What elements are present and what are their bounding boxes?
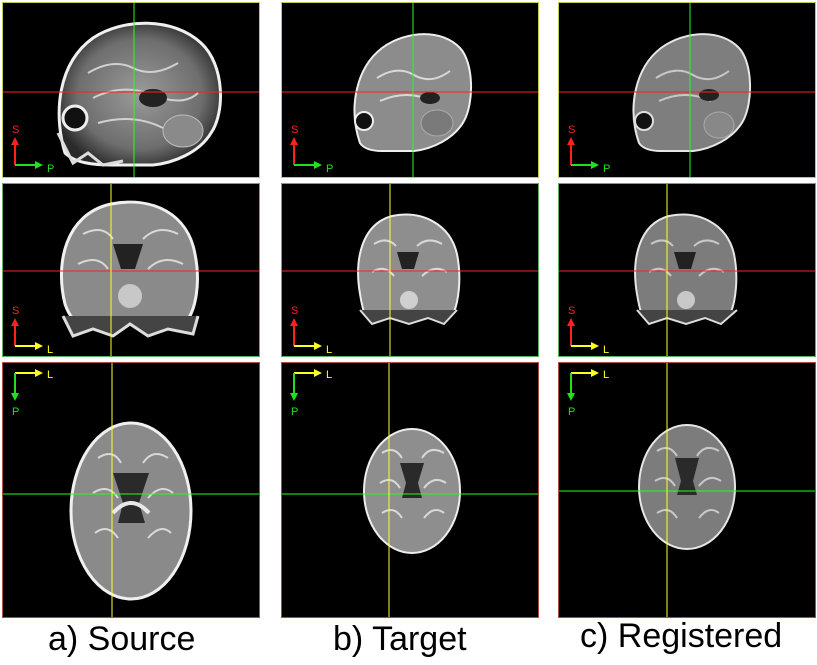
caption-source: a) Source xyxy=(48,620,196,658)
source-sagittal-view[interactable]: S P xyxy=(2,2,260,178)
orientation-axes-icon: S L xyxy=(11,305,53,356)
orientation-label-left: L xyxy=(326,344,332,356)
orientation-label-posterior: P xyxy=(568,406,575,418)
orientation-label-posterior: P xyxy=(603,163,610,175)
registered-sagittal-image: S P xyxy=(559,3,815,177)
target-coronal-image: S L xyxy=(282,184,538,356)
orientation-label-left: L xyxy=(47,369,53,381)
orientation-label-left: L xyxy=(603,369,609,381)
registered-coronal-image: S L xyxy=(559,184,815,356)
orientation-axes-icon: S L xyxy=(567,305,609,356)
orientation-label-superior: S xyxy=(12,124,19,136)
orientation-label-left: L xyxy=(603,344,609,356)
orientation-label-left: L xyxy=(47,344,53,356)
target-axial-image: L P xyxy=(282,363,538,617)
target-axial-view[interactable]: L P xyxy=(281,362,539,618)
registered-coronal-view[interactable]: S L xyxy=(558,183,816,357)
registered-sagittal-view[interactable]: S P xyxy=(558,2,816,178)
orientation-label-superior: S xyxy=(12,305,19,317)
orientation-axes-icon: S P xyxy=(11,124,54,175)
orientation-label-posterior: P xyxy=(326,163,333,175)
orientation-label-superior: S xyxy=(568,305,575,317)
orientation-label-left: L xyxy=(326,369,332,381)
orientation-label-posterior: P xyxy=(47,163,54,175)
source-axial-image: L P xyxy=(3,363,259,617)
orientation-label-superior: S xyxy=(291,124,298,136)
source-coronal-view[interactable]: S L xyxy=(2,183,260,357)
orientation-axes-icon: L P xyxy=(567,369,609,418)
target-coronal-view[interactable]: S L xyxy=(281,183,539,357)
orientation-label-posterior: P xyxy=(291,406,298,418)
caption-target: b) Target xyxy=(333,620,467,658)
orientation-axes-icon: S P xyxy=(567,124,610,175)
orientation-label-superior: S xyxy=(291,305,298,317)
caption-registered: c) Registered xyxy=(580,617,783,655)
target-sagittal-view[interactable]: S P xyxy=(281,2,539,178)
registered-axial-image: L P xyxy=(559,363,815,617)
target-sagittal-image: S P xyxy=(282,3,538,177)
orientation-label-superior: S xyxy=(568,124,575,136)
orientation-label-posterior: P xyxy=(12,406,19,418)
orientation-axes-icon: S L xyxy=(290,305,332,356)
orientation-axes-icon: L P xyxy=(290,369,332,418)
registered-axial-view[interactable]: L P xyxy=(558,362,816,618)
source-axial-view[interactable]: L P xyxy=(2,362,260,618)
orientation-axes-icon: S P xyxy=(290,124,333,175)
source-sagittal-image: S P xyxy=(3,3,259,177)
orientation-axes-icon: L P xyxy=(11,369,53,418)
source-coronal-image: S L xyxy=(3,184,259,356)
